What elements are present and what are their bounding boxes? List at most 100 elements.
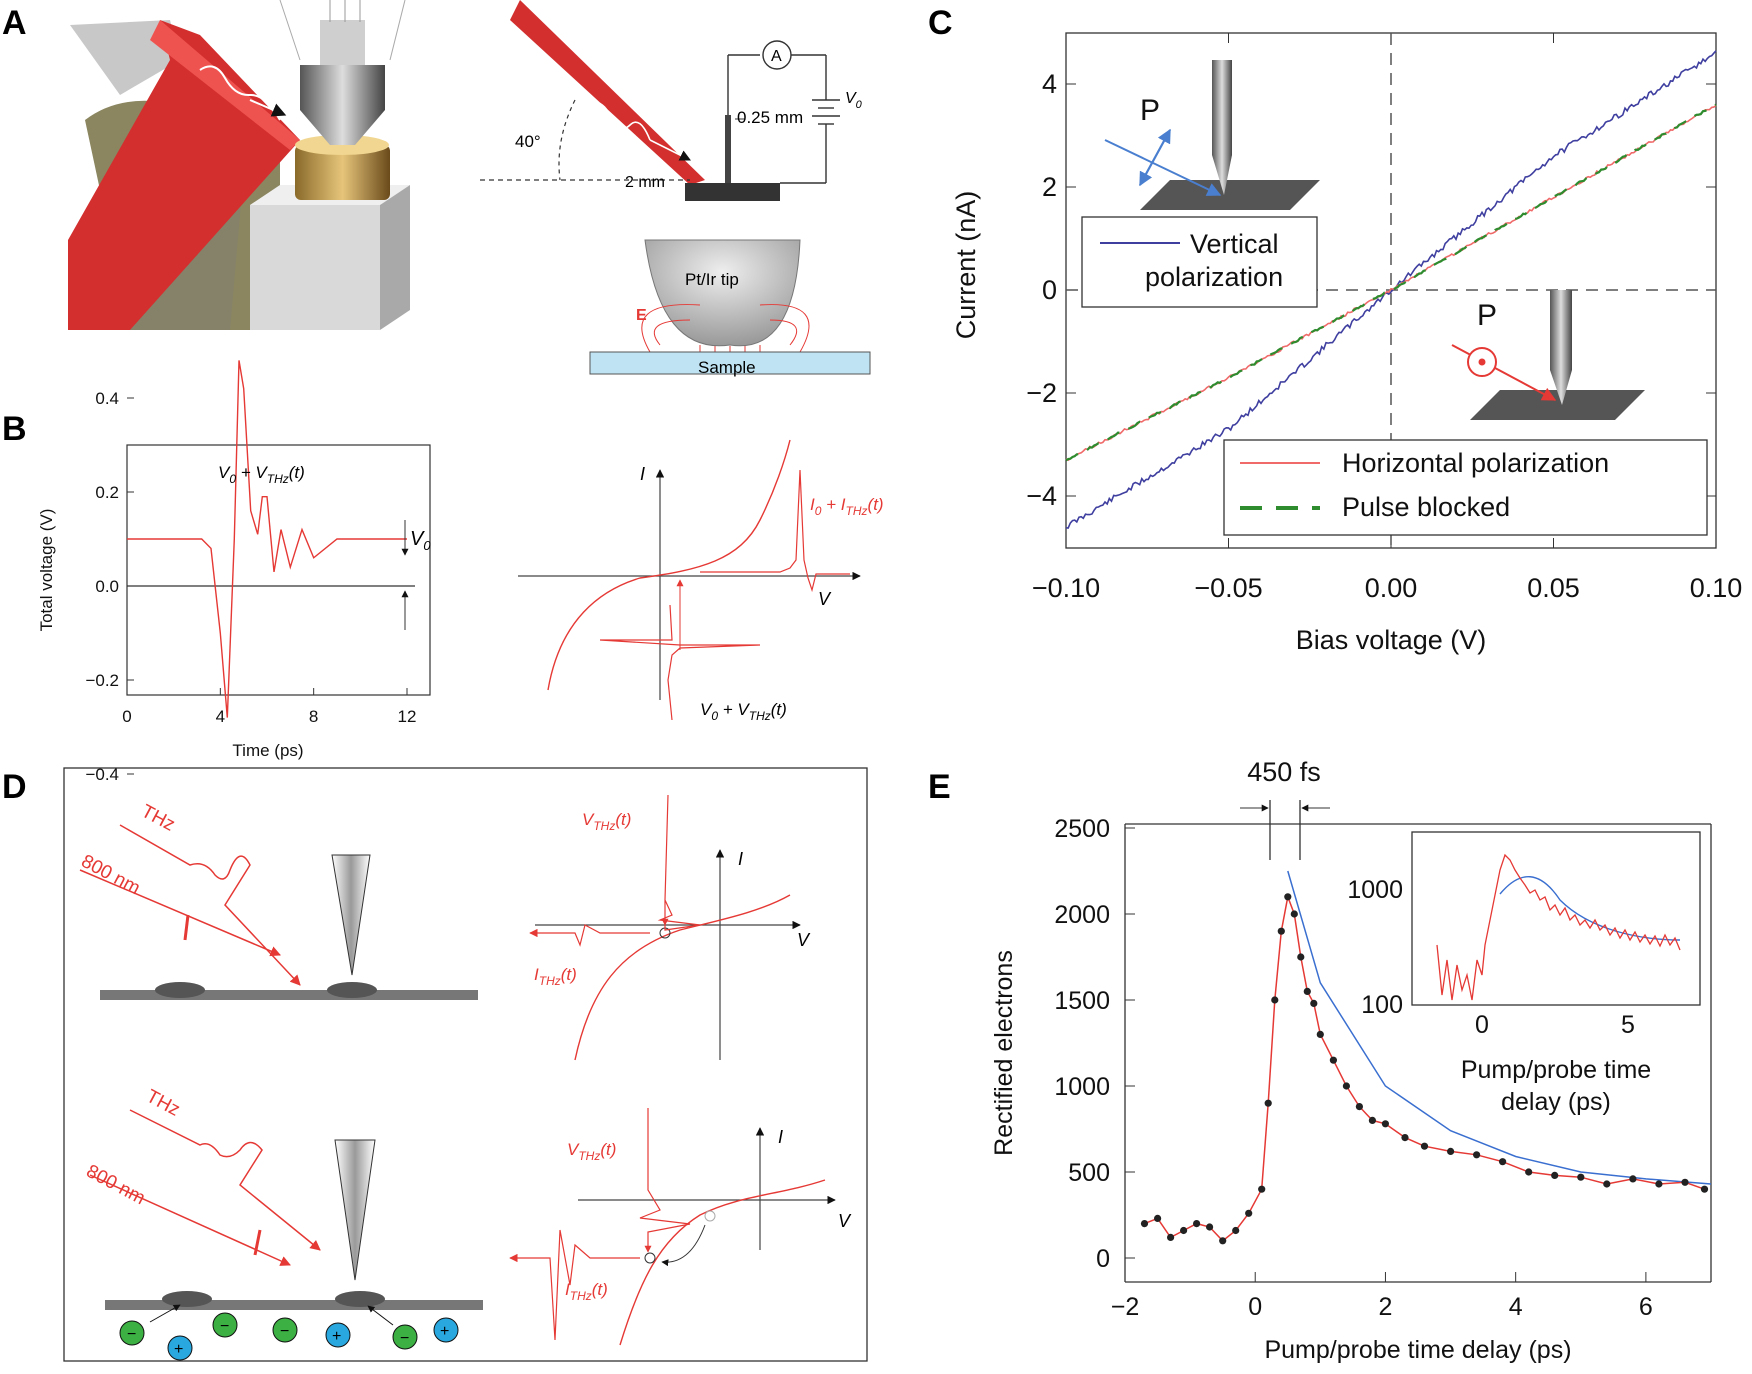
tip-icon xyxy=(334,1139,376,1281)
y-tick-label: 0.0 xyxy=(95,577,119,596)
data-point xyxy=(1245,1209,1253,1217)
panel-c: C −4 −2 0 2 4 −0.10 −0.05 0.00 0.05 0.10 Current … xyxy=(928,4,1742,655)
x-tick-label: 6 xyxy=(1639,1293,1653,1321)
legend-vertical-line1: Vertical xyxy=(1190,229,1279,259)
series-vertical xyxy=(1065,50,1717,529)
legend-horizontal: Horizontal polarization xyxy=(1342,448,1609,478)
d-bottom-illustration: THz 800 nm − + − − + − + xyxy=(83,1086,483,1361)
data-point xyxy=(1381,1120,1389,1128)
y-tick-label: 0.2 xyxy=(95,483,119,502)
fwhm-label: 450 fs xyxy=(1247,757,1321,787)
d-bottom-iv: I V VTHz(t) ITHz(t) xyxy=(509,1108,852,1346)
x-tick-label: 8 xyxy=(309,707,318,726)
v0-vthz-label: V0 + VTHz(t) xyxy=(700,700,787,723)
inset-data-line xyxy=(1436,853,1681,1001)
panel-d-frame xyxy=(63,767,868,1362)
electron-sign: − xyxy=(400,1330,409,1347)
data-point xyxy=(1329,1056,1337,1064)
y-tick-label: −2 xyxy=(1026,378,1057,408)
hole-sign: + xyxy=(332,1328,341,1345)
data-point xyxy=(1297,953,1305,961)
hole-sign: + xyxy=(440,1323,449,1340)
d-top-illustration: THz 800 nm xyxy=(78,801,478,1000)
inset-xtick: 0 xyxy=(1475,1011,1489,1039)
x-tick-label: 4 xyxy=(1509,1293,1523,1321)
data-point xyxy=(1447,1147,1455,1155)
v-axis-label: V xyxy=(838,1211,852,1231)
inset-ytick: 100 xyxy=(1361,991,1403,1019)
fwhm-marker: 450 fs xyxy=(1240,757,1330,860)
electron-sign: − xyxy=(280,1323,289,1340)
data-point xyxy=(1401,1134,1409,1142)
voltage-pulse xyxy=(599,604,761,721)
ithz-label: ITHz(t) xyxy=(565,1280,608,1303)
panel-a: A 40° 2 m xyxy=(2,0,871,377)
x-tick-label: 0 xyxy=(1248,1293,1262,1321)
horizontal-pol-sketch: P xyxy=(1451,290,1645,420)
data-point xyxy=(1655,1180,1663,1188)
thz-label: THz xyxy=(143,1086,184,1121)
y-tick-label: 4 xyxy=(1042,69,1057,99)
tip-label: Pt/Ir tip xyxy=(685,270,739,289)
800nm-label: 800 nm xyxy=(83,1161,149,1209)
data-point xyxy=(1551,1171,1559,1179)
data-point xyxy=(1264,1099,1272,1107)
data-point xyxy=(1603,1180,1611,1188)
y-tick-label: 0 xyxy=(1096,1245,1110,1273)
data-point xyxy=(1167,1233,1175,1241)
y-axis-label: Rectified electrons xyxy=(990,950,1018,1156)
gap-label: 0.25 mm xyxy=(737,108,803,127)
i-axis-label: I xyxy=(778,1127,783,1147)
y-tick-label: −0.2 xyxy=(85,671,119,690)
v-axis-label: V xyxy=(818,589,832,609)
data-point xyxy=(1420,1142,1429,1150)
data-point xyxy=(1342,1082,1350,1090)
y-tick-label: 500 xyxy=(1068,1159,1110,1187)
x-axis-label: Time (ps) xyxy=(232,741,303,760)
data-point xyxy=(1258,1185,1266,1193)
x-tick-label: −2 xyxy=(1111,1293,1140,1321)
panel-label-d: D xyxy=(2,768,27,806)
v-axis-label: V xyxy=(797,930,811,950)
legend-bottom xyxy=(1223,439,1708,536)
iv-curve xyxy=(547,439,791,691)
inset-xlabel-line2: delay (ps) xyxy=(1501,1088,1611,1116)
data-point xyxy=(1700,1185,1709,1193)
i-axis-label: I xyxy=(738,849,743,869)
panel-label-e: E xyxy=(928,768,951,806)
tip-icon xyxy=(331,854,371,976)
data-point xyxy=(1629,1175,1637,1183)
legend-vertical-line2: polarization xyxy=(1145,262,1283,292)
data-point xyxy=(1577,1173,1585,1181)
annot-v0-vthz: V0 + VTHz(t) xyxy=(218,463,305,486)
sample-label: Sample xyxy=(698,358,756,377)
pol-label-bottom: P xyxy=(1477,299,1497,332)
pol-label-top: P xyxy=(1140,94,1160,127)
panel-label-b: B xyxy=(2,410,27,448)
inset-ytick: 1000 xyxy=(1347,876,1403,904)
angle-label: 40° xyxy=(515,132,541,151)
vertical-pol-sketch: P xyxy=(1104,60,1320,210)
data-point xyxy=(1499,1158,1507,1166)
data-point xyxy=(1180,1226,1188,1235)
x-tick-label: 0 xyxy=(122,707,131,726)
y-axis-label: Current (nA) xyxy=(951,191,981,340)
x-tick-label: 12 xyxy=(398,707,417,726)
i-axis-label: I xyxy=(640,464,645,484)
thz-label: THz xyxy=(138,801,179,836)
chart-b-right-iv: I V I0 + ITHz(t) V0 + VTHz(t) xyxy=(518,439,884,723)
x-tick-label: 0.10 xyxy=(1690,573,1743,603)
field-label: E xyxy=(636,307,647,324)
legend-top xyxy=(1081,216,1318,308)
v0-label: V0 xyxy=(410,528,431,553)
data-point xyxy=(1303,987,1311,996)
inset-xtick: 5 xyxy=(1621,1011,1635,1039)
stm-setup-illustration xyxy=(68,0,410,330)
x-tick-label: −0.05 xyxy=(1194,573,1262,603)
x-tick-label: 4 xyxy=(216,707,225,726)
data-point xyxy=(1232,1226,1240,1235)
i0-ithz-label: I0 + ITHz(t) xyxy=(810,495,884,518)
data-point xyxy=(1271,996,1279,1004)
panel-d: D THz 800 nm I V VTHz(t) ITHz(t) xyxy=(2,767,868,1362)
plot-frame xyxy=(126,444,431,696)
